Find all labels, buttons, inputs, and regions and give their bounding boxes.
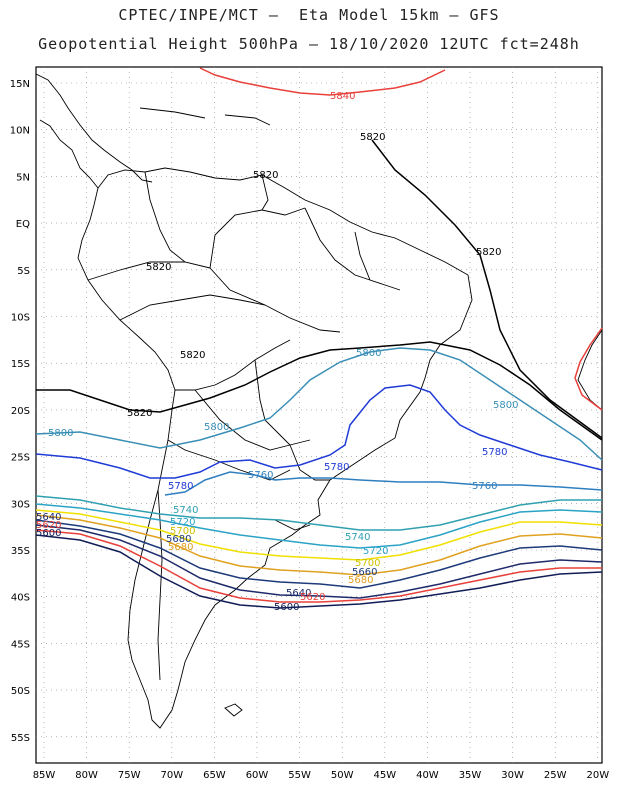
longitude-label: 20W: [586, 770, 609, 781]
contour-label: 5740: [345, 532, 370, 543]
longitude-label: 55W: [288, 770, 311, 781]
latitude-labels: 15N 10N 5N EQ 5S 10S 15S 20S 25S 30S 35S 40S 45S 50S 5…: [10, 79, 30, 744]
contour-label: 5640: [36, 512, 61, 523]
longitude-label: 45W: [373, 770, 396, 781]
graticule: [36, 67, 602, 763]
contour-5840-east: [574, 327, 603, 411]
contour-5720: [35, 503, 603, 549]
latitude-label: 55S: [11, 733, 30, 744]
contour-5600: [35, 534, 603, 609]
contour-5700: [35, 509, 603, 561]
longitude-label: 75W: [118, 770, 141, 781]
longitude-label: 65W: [203, 770, 226, 781]
latitude-label: 5N: [16, 172, 30, 183]
contour-5840-north: [199, 67, 446, 96]
contour-label: 5720: [170, 517, 195, 528]
contour-label: 5780: [482, 447, 507, 458]
contour-5820: [36, 341, 603, 441]
contour-label: 5780: [324, 462, 349, 473]
latitude-label: 40S: [11, 593, 30, 604]
contour-5780: [35, 384, 603, 479]
contour-label: 5660: [352, 567, 377, 578]
contour-label: 5820: [180, 350, 205, 361]
latitude-label: 35S: [11, 546, 30, 557]
contour-label: 5680: [348, 575, 373, 586]
latitude-label: 45S: [11, 639, 30, 650]
longitude-label: 80W: [75, 770, 98, 781]
contour-label: 5760: [248, 470, 273, 481]
map-frame: [35, 66, 603, 764]
contour-label: 5840: [330, 91, 355, 102]
contour-label: 5700: [170, 526, 195, 537]
contour-label: 5680: [168, 542, 193, 553]
map-title-line1: CPTEC/INPE/MCT – Eta Model 15km – GFS: [118, 6, 500, 24]
contour-5680: [35, 514, 603, 576]
latitude-label: 10S: [11, 313, 30, 324]
longitude-labels: 85W 80W 75W 70W 65W 60W 55W 50W 45W 40W 35W 30W 25W 2…: [33, 770, 610, 781]
contour-label: 5800: [493, 400, 518, 411]
latitude-label: 30S: [11, 499, 30, 510]
contour-label: 5760: [472, 481, 497, 492]
latitude-label: EQ: [16, 219, 30, 230]
contour-5820-east: [371, 139, 603, 439]
contour-label: 5820: [360, 132, 385, 143]
latitude-label: 10N: [10, 126, 30, 137]
contour-label: 5800: [356, 348, 381, 359]
contour-5740: [35, 495, 602, 531]
longitude-label: 30W: [501, 770, 524, 781]
contour-label: 5600: [274, 602, 299, 613]
latitude-label: 15S: [11, 359, 30, 370]
contour-label: 5680: [166, 534, 191, 545]
contour-label: 5820: [253, 170, 278, 181]
longitude-label: 25W: [544, 770, 567, 781]
contour-5620: [35, 529, 602, 603]
contour-label: 5700: [355, 558, 380, 569]
contour-label: 5720: [363, 546, 388, 557]
contour-5760: [164, 471, 603, 496]
contour-label: 5600: [36, 528, 61, 539]
contour-5660: [35, 519, 603, 589]
longitude-label: 50W: [331, 770, 354, 781]
contour-label: 5620: [36, 520, 61, 531]
contour-label: 5740: [173, 505, 198, 516]
longitude-label: 70W: [160, 770, 183, 781]
coastline: [35, 73, 603, 729]
latitude-label: 15N: [10, 79, 30, 90]
longitude-label: 35W: [459, 770, 482, 781]
contour-5640: [35, 524, 603, 599]
contour-label: 5820: [476, 247, 501, 258]
longitude-label: 60W: [246, 770, 269, 781]
contour-labels: 5840 5820 5820 5820 5820 5820 5820 5800 …: [36, 91, 518, 613]
contour-label: 5800: [48, 428, 73, 439]
map-title-line2: Geopotential Height 500hPa – 18/10/2020 …: [38, 35, 580, 53]
latitude-label: 25S: [11, 453, 30, 464]
contour-label: 5620: [300, 592, 325, 603]
latitude-label: 5S: [17, 266, 30, 277]
latitude-label: 50S: [11, 686, 30, 697]
contour-5800: [35, 347, 603, 461]
contour-label: 5780: [168, 481, 193, 492]
contour-label: 5820: [127, 408, 152, 419]
latitude-label: 20S: [11, 406, 30, 417]
contour-label: 5640: [286, 588, 311, 599]
contour-label: 5800: [204, 422, 229, 433]
contour-lines: [35, 67, 603, 609]
longitude-label: 40W: [416, 770, 439, 781]
longitude-label: 85W: [33, 770, 56, 781]
contour-label: 5820: [146, 262, 171, 273]
